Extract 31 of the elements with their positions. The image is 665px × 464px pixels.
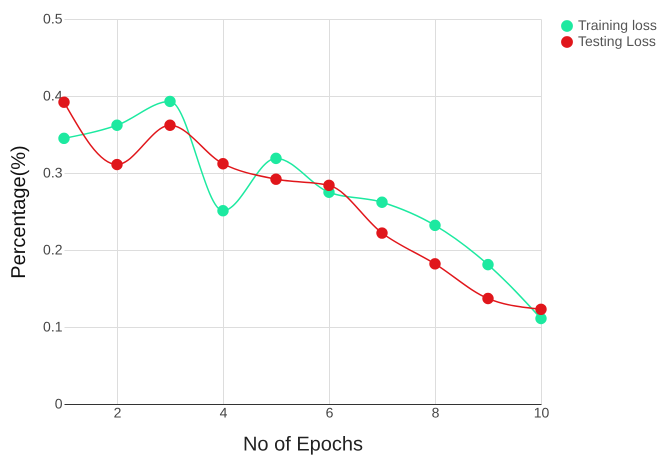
x-tick-label: 2: [114, 404, 122, 420]
point: [482, 258, 494, 270]
point: [111, 158, 123, 170]
x-tick-label: 6: [326, 404, 334, 420]
legend-label: Testing Loss: [578, 33, 656, 49]
point: [58, 132, 70, 144]
point: [376, 227, 388, 239]
point: [270, 152, 282, 164]
x-tick-label: 4: [220, 404, 228, 420]
point: [535, 304, 547, 315]
x-tick-label: 8: [432, 404, 440, 420]
y-tick-label: 0.5: [43, 10, 63, 26]
x-axis-title: No of Epochs: [242, 434, 364, 456]
point: [270, 173, 282, 185]
point: [429, 258, 441, 270]
y-tick-label: 0: [54, 396, 63, 412]
y-tick-label: 0.3: [43, 164, 63, 180]
y-tick-label: 0.2: [43, 242, 63, 258]
point: [111, 120, 123, 131]
point: [217, 158, 229, 170]
point: [429, 220, 441, 232]
point: [164, 96, 176, 108]
point: [323, 180, 335, 192]
point: [164, 120, 176, 131]
point: [376, 196, 388, 208]
legend-label: Training loss: [578, 17, 657, 33]
point: [217, 205, 229, 216]
x-tick-label: 10: [534, 404, 550, 420]
y-axis-title: Percentage(%): [8, 145, 30, 279]
point: [482, 292, 494, 304]
y-tick-label: 0.1: [43, 318, 63, 334]
